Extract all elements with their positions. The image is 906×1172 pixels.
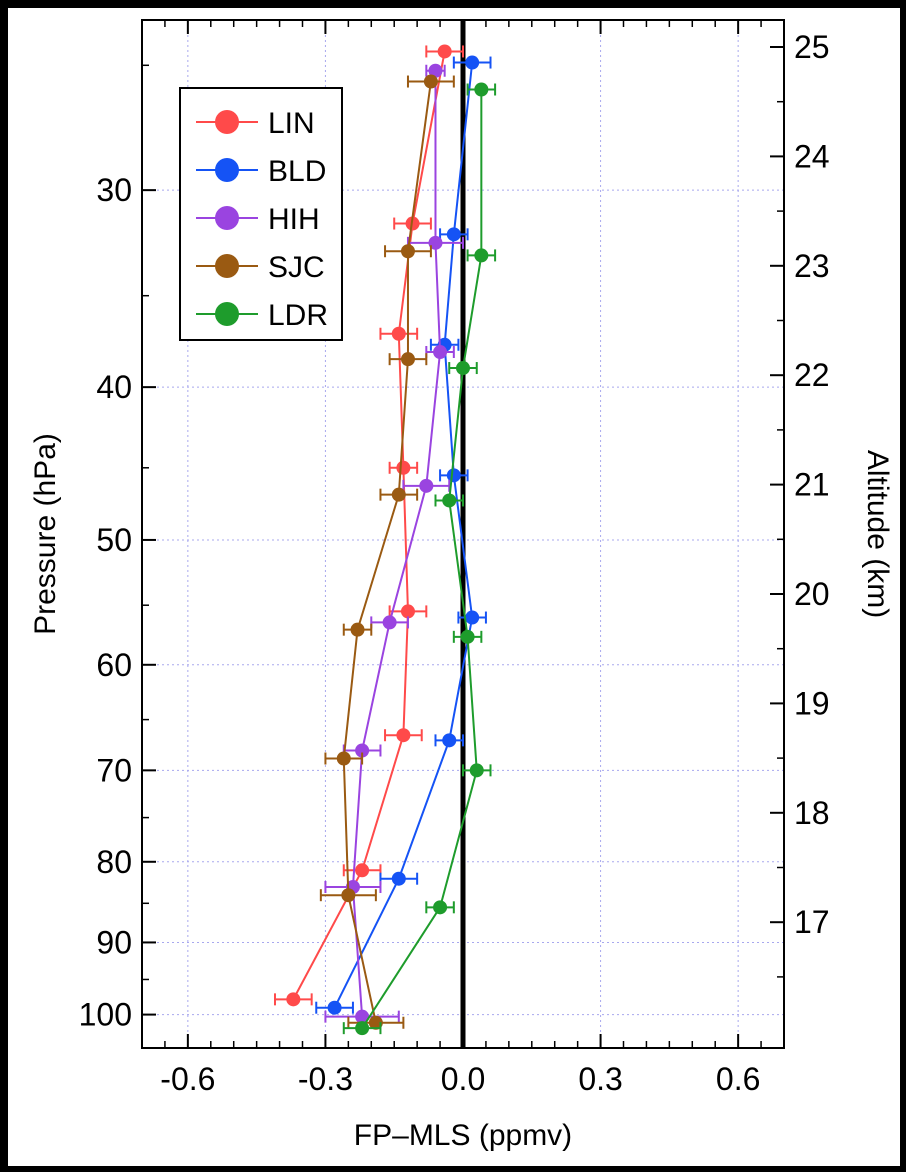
- y-tick-label: 30: [96, 172, 132, 208]
- legend-label: SJC: [268, 251, 325, 284]
- data-point: [433, 900, 448, 915]
- data-point: [350, 622, 365, 637]
- series-line: [333, 62, 474, 1009]
- data-point: [433, 345, 448, 360]
- series-line: [361, 89, 483, 1029]
- data-point: [400, 244, 415, 259]
- legend-entry-sjc: SJC: [196, 251, 325, 284]
- data-point: [400, 352, 415, 367]
- legend-marker: [215, 302, 239, 326]
- y-tick-label: 90: [96, 924, 132, 960]
- legend-entry-hih: HIH: [196, 203, 320, 236]
- data-point: [428, 235, 443, 250]
- data-point: [400, 604, 415, 619]
- y2-tick-label: 19: [794, 685, 830, 721]
- data-point: [419, 478, 434, 493]
- data-point: [391, 487, 406, 502]
- y2-tick-label: 22: [794, 357, 830, 393]
- data-point: [327, 1000, 342, 1015]
- data-point: [391, 871, 406, 886]
- legend-marker: [215, 110, 239, 134]
- x-axis-title: FP–MLS (ppmv): [354, 1119, 572, 1152]
- data-point: [355, 743, 370, 758]
- legend-marker: [215, 158, 239, 182]
- data-point: [396, 460, 411, 475]
- data-point: [382, 615, 397, 630]
- series-group: [273, 44, 497, 1036]
- y2-axis-title: Altitude (km): [861, 450, 894, 618]
- x-tick-label: -0.6: [160, 1061, 215, 1097]
- y2-tick-label: 21: [794, 467, 830, 503]
- data-point: [355, 1021, 370, 1036]
- y-tick-label: 60: [96, 647, 132, 683]
- data-point: [391, 326, 406, 341]
- data-point: [355, 863, 370, 878]
- data-point: [465, 610, 480, 625]
- data-point: [396, 728, 411, 743]
- legend-label: LDR: [268, 299, 328, 332]
- y-axis-title: Pressure (hPa): [29, 433, 62, 635]
- data-point: [474, 248, 489, 263]
- data-point: [336, 751, 351, 766]
- data-point: [428, 63, 443, 78]
- legend-entry-bld: BLD: [196, 155, 326, 188]
- data-point: [355, 1009, 370, 1024]
- series-ldr: [342, 82, 497, 1036]
- legend-marker: [215, 206, 239, 230]
- data-point: [442, 493, 457, 508]
- legend-entry-lin: LIN: [196, 107, 315, 140]
- data-point: [437, 44, 452, 59]
- y-tick-label: 80: [96, 844, 132, 880]
- data-point: [446, 227, 461, 242]
- x-tick-label: 0.0: [441, 1061, 485, 1097]
- legend: LIN BLD HIH SJC LDR: [179, 87, 343, 341]
- data-point: [456, 361, 470, 376]
- y2-tick-label: 24: [794, 138, 830, 174]
- data-point: [423, 74, 438, 89]
- legend-box: [179, 87, 343, 341]
- data-point: [368, 1015, 383, 1030]
- data-point: [465, 55, 480, 70]
- series-line: [351, 70, 442, 1017]
- y2-tick-label: 20: [794, 576, 830, 612]
- x-tick-label: -0.3: [298, 1061, 353, 1097]
- y2-tick-label: 18: [794, 795, 830, 831]
- y-tick-label: 40: [96, 369, 132, 405]
- data-point: [286, 992, 301, 1007]
- series-sjc: [319, 74, 455, 1030]
- series-hih: [324, 63, 464, 1024]
- series-line: [342, 81, 432, 1023]
- legend-marker: [215, 254, 239, 278]
- legend-label: BLD: [268, 155, 326, 188]
- y-tick-label: 100: [79, 997, 132, 1033]
- y2-tick-label: 25: [794, 29, 830, 65]
- y2-tick-label: 17: [794, 904, 830, 940]
- data-point: [469, 763, 484, 778]
- legend-label: LIN: [268, 107, 315, 140]
- x-tick-label: 0.6: [716, 1061, 760, 1097]
- legend-entry-ldr: LDR: [196, 299, 328, 332]
- data-point: [460, 629, 475, 644]
- y-tick-label: 50: [96, 522, 132, 558]
- data-point: [341, 888, 356, 903]
- series-bld: [315, 55, 492, 1015]
- data-point: [446, 468, 461, 483]
- figure-panel: [8, 8, 900, 1166]
- y2-tick-label: 23: [794, 248, 830, 284]
- data-point: [474, 82, 489, 97]
- legend-label: HIH: [268, 203, 320, 236]
- y-tick-label: 70: [96, 752, 132, 788]
- ticks-group: -0.6 -0.3 0.0 0.3 0.6 30 40 50 60 70 80 90 100 17 18 19…: [79, 20, 830, 1097]
- data-point: [442, 733, 457, 748]
- x-tick-label: 0.3: [578, 1061, 622, 1097]
